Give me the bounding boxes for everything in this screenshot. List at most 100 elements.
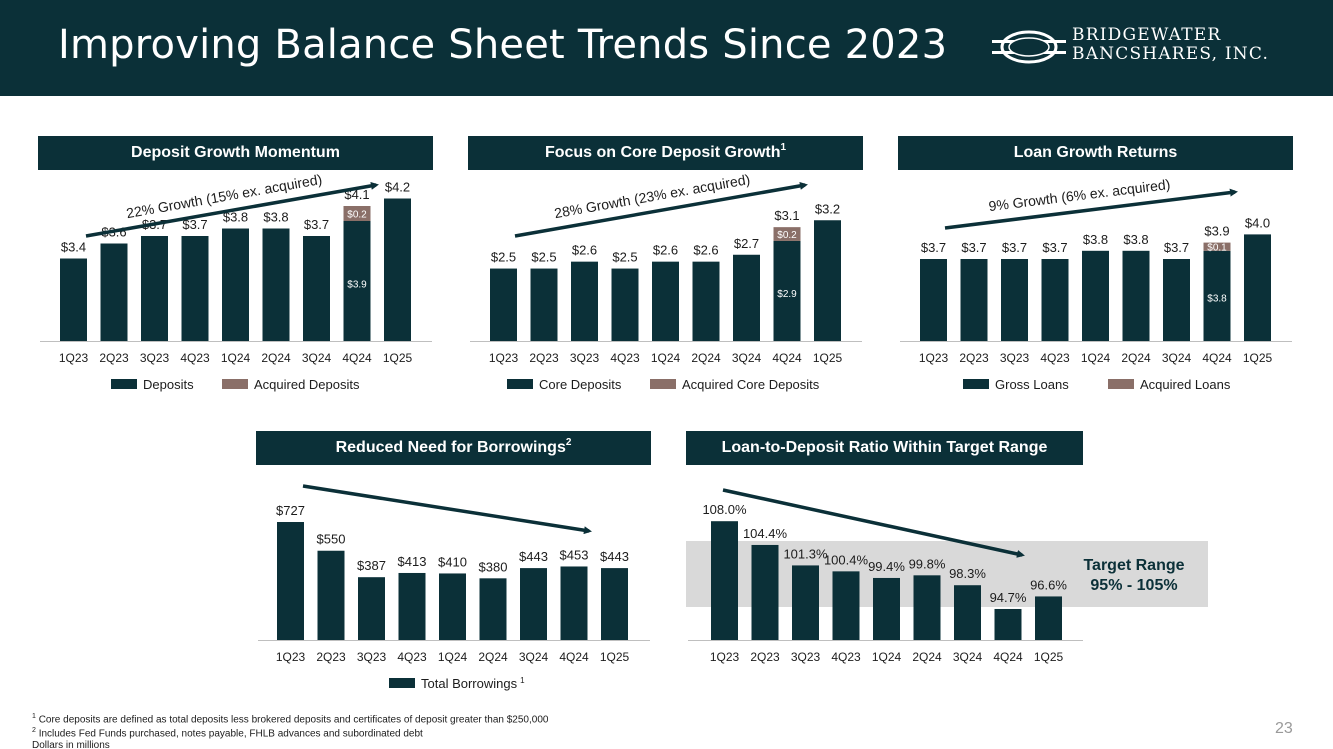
core-inner-label-base: $2.9 [777, 289, 797, 300]
borrowings-data-label: $413 [398, 554, 427, 569]
borrowings-bar [398, 572, 426, 640]
loans-legend-swatch [963, 379, 989, 389]
target-range-value: 95% - 105% [1090, 577, 1178, 594]
ltd-data-label: 96.6% [1030, 577, 1067, 592]
ltd-tick-label: 4Q24 [993, 650, 1023, 664]
borrowings-tick-label: 4Q23 [397, 650, 427, 664]
loans-bar [1163, 259, 1190, 341]
company-logo: BRIDGEWATER BANCSHARES, INC. [992, 26, 1272, 70]
loans-tick-label: 4Q23 [1040, 351, 1070, 365]
page-number: 23 [1275, 720, 1293, 737]
borrowings-bar [479, 578, 507, 640]
core-legend-label: Core Deposits [539, 377, 622, 392]
core-tick-label: 2Q24 [691, 351, 721, 365]
ltd-data-label: 100.4% [824, 552, 869, 567]
core-data-label: $2.5 [491, 250, 516, 265]
logo-mark-icon [992, 30, 1066, 64]
loans-inner-label-base: $3.8 [1207, 294, 1227, 305]
loans-bar [1041, 259, 1069, 341]
ltd-trend-arrow [722, 488, 1025, 558]
loans-data-label: $3.7 [1042, 240, 1067, 255]
core-data-label: $3.2 [815, 201, 840, 216]
core-legend-swatch [507, 379, 533, 389]
footnote-3: Dollars in millions [32, 739, 110, 749]
deposits-bar [222, 228, 249, 341]
ltd-tick-label: 1Q23 [710, 650, 740, 664]
logo-line-2: BANCSHARES, INC. [1072, 44, 1270, 64]
core-tick-label: 1Q25 [813, 351, 843, 365]
borrowings-tick-label: 2Q23 [316, 650, 346, 664]
deposits-data-label: $3.8 [263, 210, 288, 225]
loans-growth-arrow [944, 188, 1238, 230]
loans-tick-label: 2Q23 [959, 351, 989, 365]
deposits-tick-label: 4Q24 [342, 351, 372, 365]
core-data-label: $3.1 [774, 208, 799, 223]
ltd-bar [751, 544, 779, 640]
deposits-bar [262, 228, 290, 341]
core-data-label: $2.5 [612, 250, 637, 265]
loans-tick-label: 3Q24 [1162, 351, 1192, 365]
deposits-legend-label: Deposits [143, 377, 194, 392]
loans-bar-acquired [1203, 242, 1231, 251]
ltd-bar [832, 571, 860, 640]
deposits-data-label: $4.2 [385, 180, 410, 195]
core-data-label: $2.5 [531, 250, 556, 265]
borrowings-legend-swatch [389, 678, 415, 688]
ltd-bar [1035, 596, 1062, 640]
borrowings-tick-label: 1Q24 [438, 650, 468, 664]
deposits-legend-label: Acquired Deposits [254, 377, 360, 392]
deposits-inner-label-top: $0.2 [347, 210, 367, 221]
core-growth-arrow [514, 181, 808, 238]
loans-data-label: $3.7 [961, 240, 986, 255]
ltd-data-label: 99.8% [909, 556, 946, 571]
deposits-panel-title: Deposit Growth Momentum [38, 136, 433, 170]
borrowings-tick-label: 3Q24 [519, 650, 549, 664]
loans-panel-title: Loan Growth Returns [898, 136, 1293, 170]
deposits-data-label: $3.4 [61, 240, 86, 255]
borrowings-bar [317, 550, 345, 640]
loans-bar [1082, 250, 1109, 341]
deposits-bar [384, 198, 411, 341]
loans-tick-label: 1Q25 [1243, 351, 1273, 365]
borrowings-tick-label: 3Q23 [357, 650, 387, 664]
core-bar-acquired [773, 227, 801, 241]
ltd-data-label: 101.3% [783, 546, 828, 561]
borrowings-bar [358, 577, 385, 640]
deposits-tick-label: 1Q24 [221, 351, 251, 365]
core-bar [652, 261, 679, 341]
ltd-tick-label: 3Q23 [791, 650, 821, 664]
deposits-bar-acquired [343, 206, 371, 221]
deposits-tick-label: 1Q23 [59, 351, 89, 365]
loans-bar [920, 259, 947, 341]
deposits-data-label: $3.7 [182, 217, 207, 232]
ltd-tick-label: 2Q23 [750, 650, 780, 664]
core-tick-label: 4Q23 [610, 351, 640, 365]
borrowings-tick-label: 1Q25 [600, 650, 630, 664]
ltd-data-label: 98.3% [949, 566, 986, 581]
core-legend-label: Acquired Core Deposits [682, 377, 820, 392]
borrowings-tick-label: 1Q23 [276, 650, 306, 664]
deposits-growth-arrow [85, 181, 379, 238]
deposits-bar [60, 258, 87, 341]
borrowings-data-label: $387 [357, 558, 386, 573]
target-range-label: Target Range 95% - 105% [1070, 556, 1198, 596]
deposits-data-label: $3.8 [223, 210, 248, 225]
ltd-data-label: 104.4% [743, 526, 788, 541]
deposits-bar [303, 236, 330, 341]
deposits-bar [141, 236, 168, 341]
deposits-legend-swatch [111, 379, 137, 389]
deposits-tick-label: 2Q23 [99, 351, 129, 365]
ltd-bar [873, 577, 900, 640]
loans-data-label: $3.7 [921, 240, 946, 255]
deposits-bar [343, 221, 371, 341]
core-tick-label: 1Q23 [489, 351, 519, 365]
loans-data-label: $3.7 [1002, 240, 1027, 255]
ltd-tick-label: 1Q25 [1034, 650, 1064, 664]
deposits-tick-label: 3Q24 [302, 351, 332, 365]
borrowings-legend-label: Total Borrowings 1 [421, 676, 525, 691]
ltd-tick-label: 4Q23 [831, 650, 861, 664]
footnotes: 1 Core deposits are defined as total dep… [32, 711, 548, 749]
core-tick-label: 1Q24 [651, 351, 681, 365]
deposits-tick-label: 1Q25 [383, 351, 413, 365]
